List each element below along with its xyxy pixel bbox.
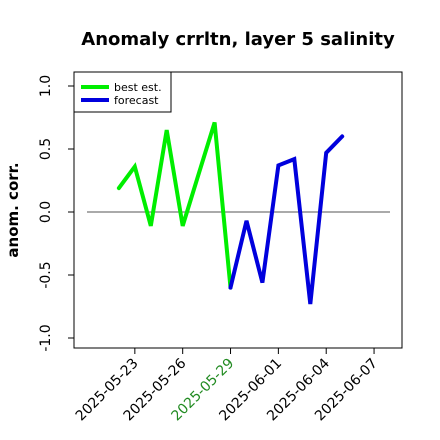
legend-box [73, 71, 172, 113]
y-tick-label: -1.0 [38, 324, 54, 351]
series-line-best-est [116, 121, 233, 290]
legend: best est.forecast [73, 71, 172, 113]
legend-entry: best est. [114, 81, 162, 94]
chart-title: Anomaly crrltn, layer 5 salinity [81, 29, 395, 50]
y-axis-label: anom. corr. [4, 162, 22, 257]
series-line-forecast [228, 134, 345, 305]
y-tick-label: 1.0 [38, 75, 54, 97]
y-tick-label: -0.5 [38, 261, 54, 288]
legend-entry: forecast [114, 94, 159, 107]
y-tick-label: 0.5 [38, 138, 54, 160]
plot-frame [73, 71, 403, 349]
y-tick-label: 0.0 [38, 201, 54, 223]
